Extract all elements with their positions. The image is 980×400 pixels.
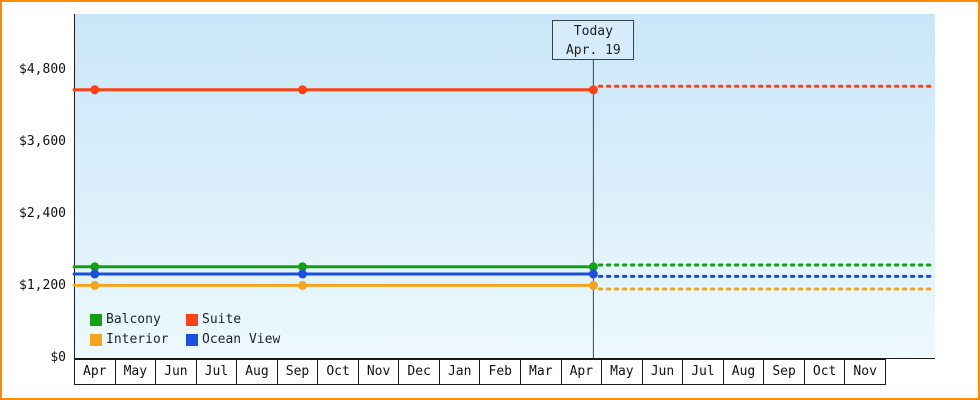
x-axis-month: Sep bbox=[276, 359, 319, 385]
legend-label: Suite bbox=[202, 312, 242, 327]
x-axis-month: Apr bbox=[74, 359, 116, 385]
legend-label: Ocean View bbox=[202, 332, 281, 347]
x-axis-month: Oct bbox=[317, 359, 359, 385]
x-axis-month: Aug bbox=[236, 359, 278, 385]
legend-swatch-icon bbox=[90, 333, 102, 346]
x-axis-month: Jul bbox=[195, 359, 238, 385]
legend: Balcony Suite Interior Ocean View bbox=[90, 312, 280, 347]
legend-swatch-icon bbox=[186, 313, 198, 326]
x-axis-month: Jul bbox=[682, 359, 724, 385]
today-marker-label: Today Apr. 19 bbox=[552, 20, 635, 60]
y-axis-label: $2,400 bbox=[19, 206, 66, 221]
y-axis-label: $1,200 bbox=[19, 278, 66, 293]
x-axis-month: Oct bbox=[803, 359, 846, 385]
y-axis-label: $0 bbox=[50, 350, 66, 365]
x-axis-month: May bbox=[601, 359, 643, 385]
x-axis-month: Sep bbox=[763, 359, 805, 385]
y-axis-label: $4,800 bbox=[19, 62, 66, 77]
legend-label: Balcony bbox=[106, 312, 161, 327]
x-axis-month: Apr bbox=[560, 359, 603, 385]
legend-item: Suite bbox=[186, 312, 280, 327]
x-axis-month: Aug bbox=[722, 359, 765, 385]
legend-swatch-icon bbox=[186, 333, 198, 346]
y-axis-label: $3,600 bbox=[19, 134, 66, 149]
x-axis-month: Mar bbox=[520, 359, 562, 385]
x-axis-month: Nov bbox=[357, 359, 400, 385]
today-date: Apr. 19 bbox=[565, 43, 621, 58]
x-axis-month: Nov bbox=[844, 359, 886, 385]
x-axis-month: Jun bbox=[155, 359, 197, 385]
x-axis-month: Jun bbox=[641, 359, 684, 385]
x-axis-month: May bbox=[114, 359, 157, 385]
legend-item: Balcony bbox=[90, 312, 186, 327]
today-title: Today bbox=[573, 24, 613, 39]
x-axis-month: Dec bbox=[398, 359, 440, 385]
plot-area bbox=[74, 14, 935, 359]
legend-item: Ocean View bbox=[186, 332, 280, 347]
legend-label: Interior bbox=[106, 332, 169, 347]
x-axis-month: Feb bbox=[479, 359, 522, 385]
legend-item: Interior bbox=[90, 332, 186, 347]
x-axis-months: Apr May Jun Jul Aug Sep Oct Nov Dec Jan Feb Mar Apr M… bbox=[74, 359, 886, 385]
legend-swatch-icon bbox=[90, 313, 102, 326]
x-axis-month: Jan bbox=[438, 359, 481, 385]
